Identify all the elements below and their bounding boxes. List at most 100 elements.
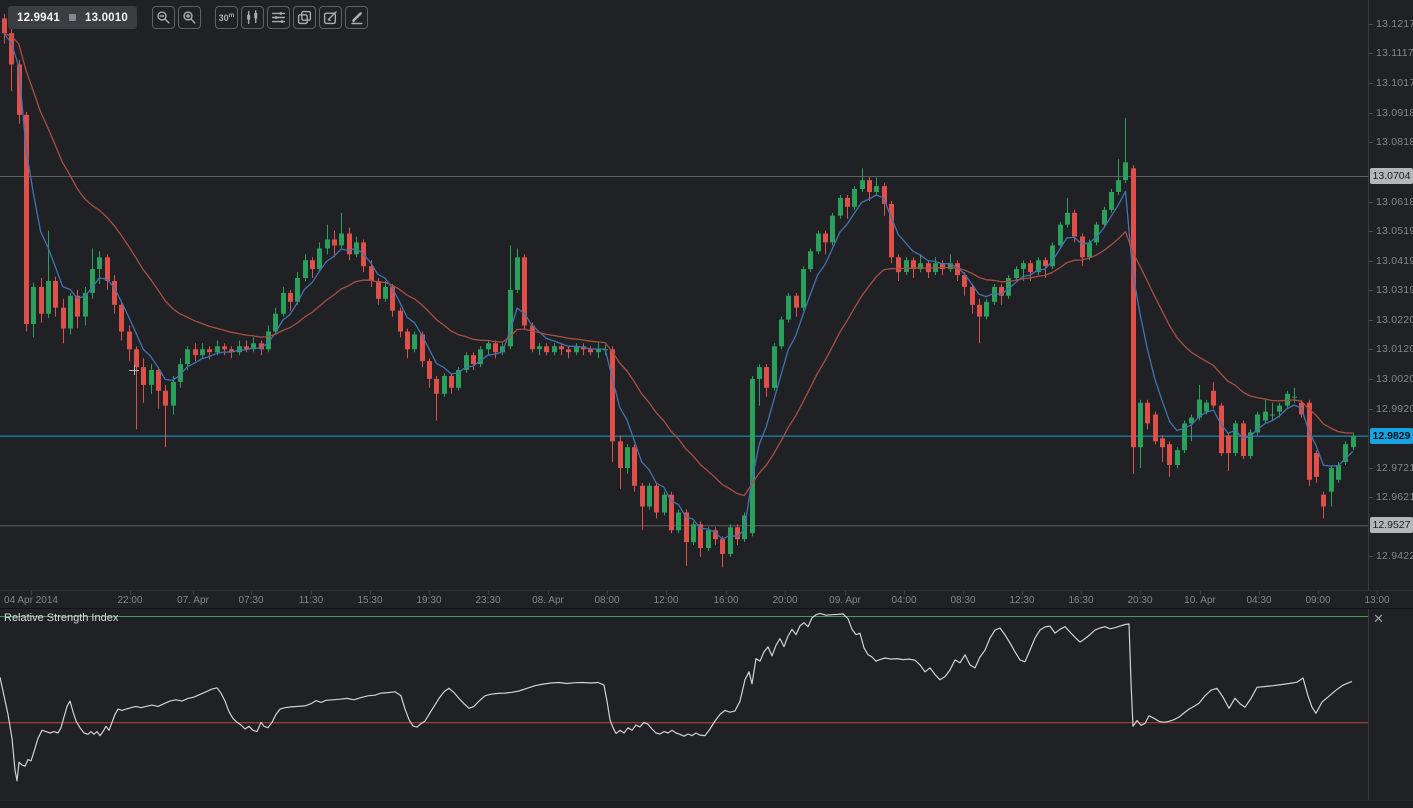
price-tick-label: 12.9920: [1376, 402, 1413, 415]
rsi-close-button[interactable]: ✕: [1373, 611, 1384, 626]
candle: [405, 331, 410, 350]
edit-annotations-button[interactable]: [318, 6, 342, 29]
candle: [852, 189, 857, 207]
candle: [948, 263, 953, 270]
candle: [398, 310, 403, 332]
candle: [237, 346, 242, 353]
candle: [610, 349, 615, 442]
candle: [1072, 212, 1077, 237]
candle: [632, 447, 637, 486]
time-label: 09. Apr: [829, 595, 861, 606]
time-label: 13:00: [1364, 595, 1390, 606]
candle: [1167, 444, 1172, 465]
edit-pencil-square-icon: [323, 11, 337, 25]
candle: [816, 233, 821, 252]
price-tick-label: 12.9621: [1376, 491, 1413, 504]
candle: [1204, 402, 1209, 412]
candle: [1255, 414, 1260, 433]
candle: [808, 251, 813, 270]
candle: [1241, 423, 1246, 457]
price-axis-tick: [1369, 467, 1373, 469]
price-axis-tick: [1369, 23, 1373, 25]
time-label: 04 Apr 2014: [4, 595, 58, 606]
price-axis-tick: [1369, 112, 1373, 114]
candle: [757, 367, 762, 379]
candle: [1343, 444, 1348, 462]
candle: [999, 286, 1004, 296]
time-tick: [607, 591, 608, 595]
draw-marker-button[interactable]: [344, 6, 368, 29]
candle: [1138, 402, 1143, 448]
candle: [786, 295, 791, 320]
candle: [493, 343, 498, 353]
candle: [1131, 168, 1136, 448]
zoom-out-button[interactable]: [151, 6, 175, 29]
candle: [339, 233, 344, 246]
candle: [1277, 405, 1282, 412]
candle: [1021, 263, 1026, 270]
rsi-pane-title: Relative Strength Index: [4, 612, 119, 624]
candle: [500, 346, 505, 353]
timeframe-button[interactable]: 30m: [214, 6, 238, 29]
time-label: 08. Apr: [532, 595, 564, 606]
price-tick-label: 13.1117: [1376, 47, 1413, 60]
candle: [1263, 411, 1268, 421]
zoom-in-button[interactable]: [177, 6, 201, 29]
timeframe-value: 30: [218, 12, 229, 23]
candle: [1153, 414, 1158, 442]
time-label: 20:00: [772, 595, 798, 606]
price-chart-canvas[interactable]: [0, 0, 1368, 590]
candle: [31, 286, 36, 324]
bottom-axis-strip: [0, 800, 1413, 808]
candle: [310, 260, 315, 270]
candle: [515, 257, 520, 290]
time-label: 08:30: [950, 595, 976, 606]
candle: [390, 286, 395, 311]
time-label: 11:30: [298, 595, 324, 606]
candle: [559, 346, 564, 350]
candle: [1050, 245, 1055, 267]
indicator-settings-button[interactable]: [266, 6, 290, 29]
candle: [229, 349, 234, 353]
candle: [1160, 438, 1165, 448]
price-tick-label: 13.0020: [1376, 372, 1413, 385]
marker-pen-icon: [351, 12, 363, 25]
price-axis-tick: [1369, 349, 1373, 351]
chart-toolbar: 12.9941 13.0010 30m: [8, 6, 371, 29]
chart-type-button[interactable]: [240, 6, 264, 29]
candle: [1226, 435, 1231, 454]
candle: [1028, 263, 1033, 273]
time-tick: [666, 591, 667, 595]
rsi-axis[interactable]: [1368, 609, 1413, 800]
candle: [838, 197, 843, 216]
candle: [127, 331, 132, 350]
candle: [918, 263, 923, 270]
candle: [1197, 399, 1202, 418]
candle: [266, 331, 271, 350]
candle: [215, 346, 220, 353]
bid-price: 12.9941: [17, 11, 60, 24]
candle: [676, 512, 681, 531]
time-axis[interactable]: 04 Apr 2014 22:00 07. Apr 07:30 11:30 15:30 19…: [0, 590, 1413, 609]
candle: [625, 447, 630, 468]
time-tick: [1200, 591, 1201, 595]
candle: [794, 295, 799, 308]
price-tick-label: 13.0419: [1376, 254, 1413, 267]
time-label: 16:00: [713, 595, 739, 606]
time-label: 12:30: [1009, 595, 1035, 606]
candle: [68, 295, 73, 329]
candle: [970, 286, 975, 305]
candle: [1248, 432, 1253, 457]
candle: [867, 180, 872, 192]
copy-chart-button[interactable]: [292, 6, 316, 29]
bid-ask-quote-box[interactable]: 12.9941 13.0010: [8, 6, 137, 29]
candle: [618, 441, 623, 468]
price-axis[interactable]: 13.1217 13.1117 13.1017 13.0918 13.0818 13.06…: [1368, 0, 1413, 590]
rsi-chart-canvas[interactable]: [0, 609, 1368, 800]
candle: [1109, 192, 1114, 210]
candle: [588, 349, 593, 353]
price-tick-label: 13.0618: [1376, 195, 1413, 208]
candle: [691, 524, 696, 543]
candle: [911, 260, 916, 270]
timeframe-unit: m: [228, 11, 235, 19]
